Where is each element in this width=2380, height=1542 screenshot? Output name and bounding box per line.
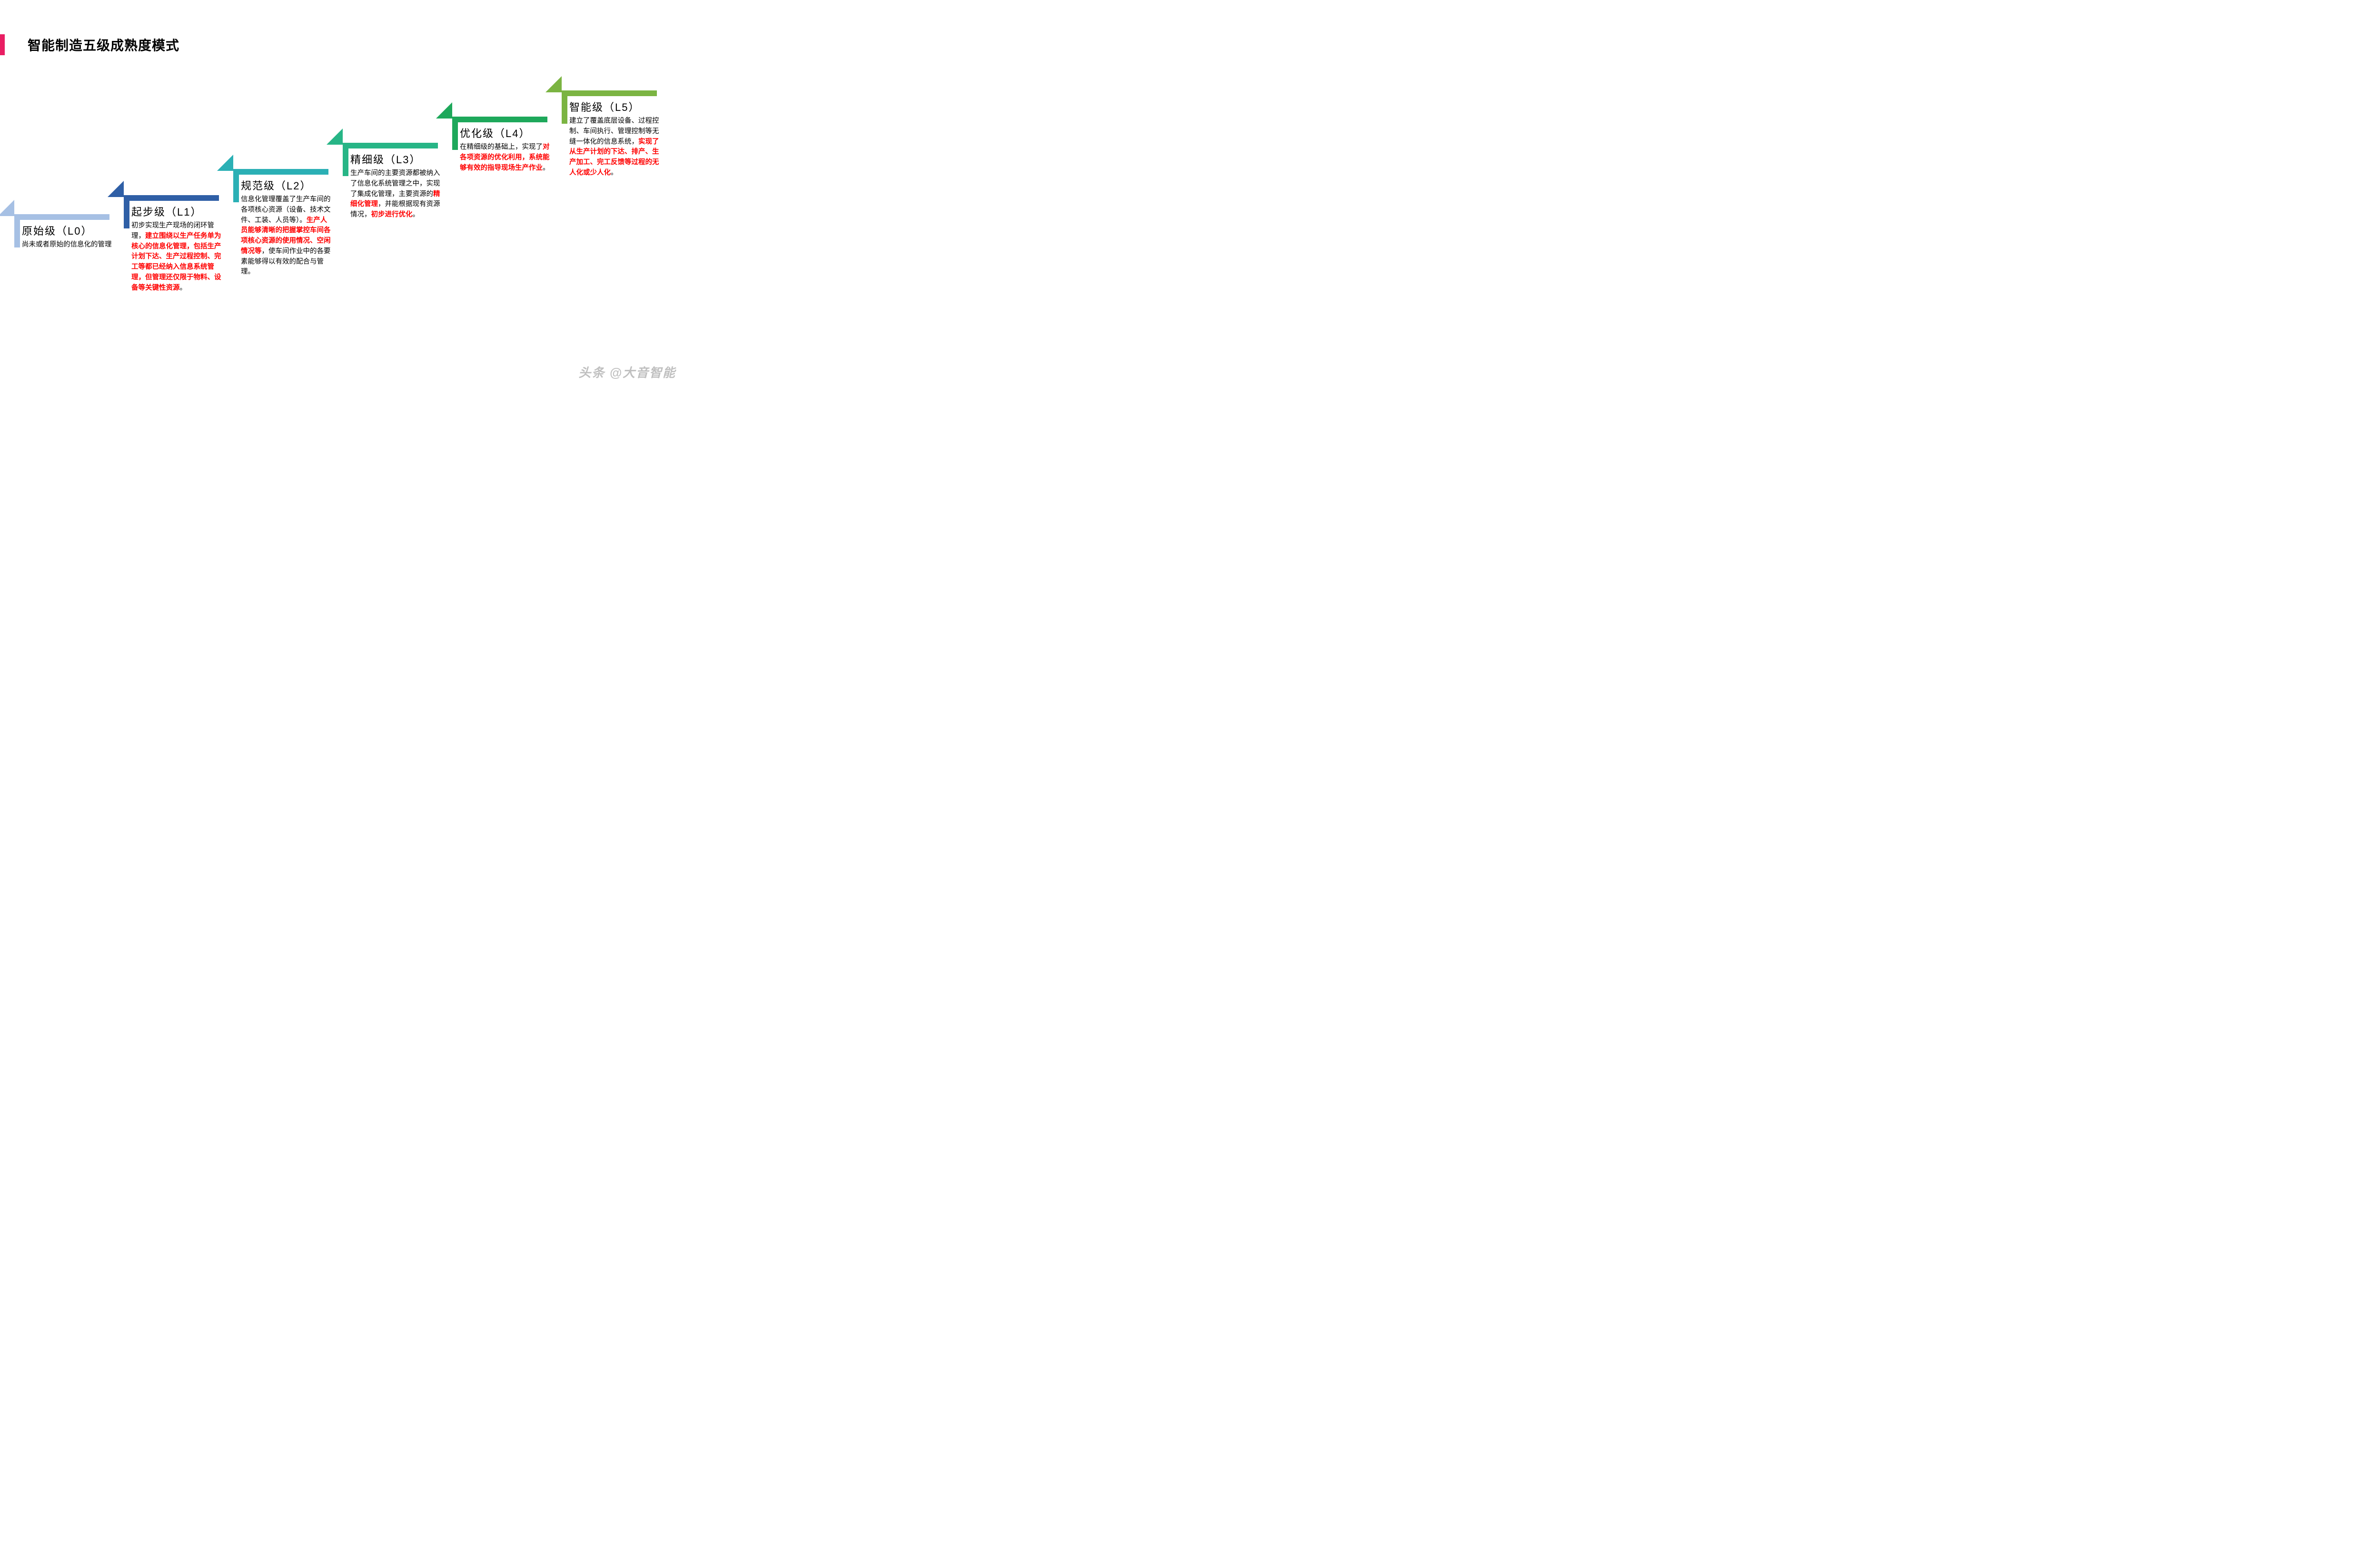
step-vbar [343, 143, 348, 176]
step-desc: 在精细级的基础上，实现了对各项资源的优化利用，系统能够有效的指导现场生产作业。 [460, 142, 552, 173]
step-desc: 信息化管理覆盖了生产车间的各项核心资源（设备、技术文件、工装、人员等）。生产人员… [241, 195, 333, 277]
step-l1: 起步级（L1）初步实现生产现场的闭环管理，建立围绕以生产任务单为核心的信息化管理… [124, 195, 224, 293]
step-hbar [452, 117, 547, 122]
step-vbar [14, 214, 20, 247]
step-l2: 规范级（L2）信息化管理覆盖了生产车间的各项核心资源（设备、技术文件、工装、人员… [233, 169, 333, 277]
step-hbar [14, 214, 109, 220]
step-l3: 精细级（L3）生产车间的主要资源都被纳入了信息化系统管理之中，实现了集成化管理，… [343, 143, 443, 220]
step-l5: 智能级（L5）建立了覆盖底层设备、过程控制、车间执行、管理控制等无缝一体化的信息… [562, 90, 662, 178]
step-hbar [343, 143, 438, 148]
watermark: 头条 @大音智能 [578, 363, 676, 381]
step-bracket [14, 214, 114, 241]
step-hbar [124, 195, 219, 201]
step-triangle-icon [327, 128, 343, 145]
step-vbar [452, 117, 458, 150]
step-bracket [343, 143, 443, 169]
page-title: 智能制造五级成熟度模式 [28, 35, 179, 54]
step-triangle-icon [436, 102, 452, 119]
step-vbar [233, 169, 239, 202]
step-desc: 建立了覆盖底层设备、过程控制、车间执行、管理控制等无缝一体化的信息系统，实现了从… [569, 116, 662, 178]
step-hbar [562, 90, 657, 96]
step-bracket [562, 90, 662, 117]
step-bracket [233, 169, 333, 196]
title-accent [0, 34, 5, 55]
step-desc: 生产车间的主要资源都被纳入了信息化系统管理之中，实现了集成化管理，主要资源的精细… [350, 168, 443, 220]
step-vbar [562, 90, 567, 124]
step-l0: 原始级（L0）尚未或者原始的信息化的管理 [14, 214, 114, 250]
step-triangle-icon [108, 181, 124, 197]
step-triangle-icon [545, 76, 562, 92]
step-hbar [233, 169, 328, 175]
step-l4: 优化级（L4）在精细级的基础上，实现了对各项资源的优化利用，系统能够有效的指导现… [452, 117, 552, 173]
step-desc: 初步实现生产现场的闭环管理，建立围绕以生产任务单为核心的信息化管理，包括生产计划… [131, 221, 224, 293]
step-bracket [124, 195, 224, 222]
step-bracket [452, 117, 552, 143]
staircase-diagram: 原始级（L0）尚未或者原始的信息化的管理起步级（L1）初步实现生产现场的闭环管理… [14, 76, 671, 343]
step-desc: 尚未或者原始的信息化的管理 [22, 240, 114, 250]
step-vbar [124, 195, 129, 228]
title-bar: 智能制造五级成熟度模式 [0, 34, 179, 55]
step-triangle-icon [0, 200, 14, 216]
step-triangle-icon [217, 155, 233, 171]
